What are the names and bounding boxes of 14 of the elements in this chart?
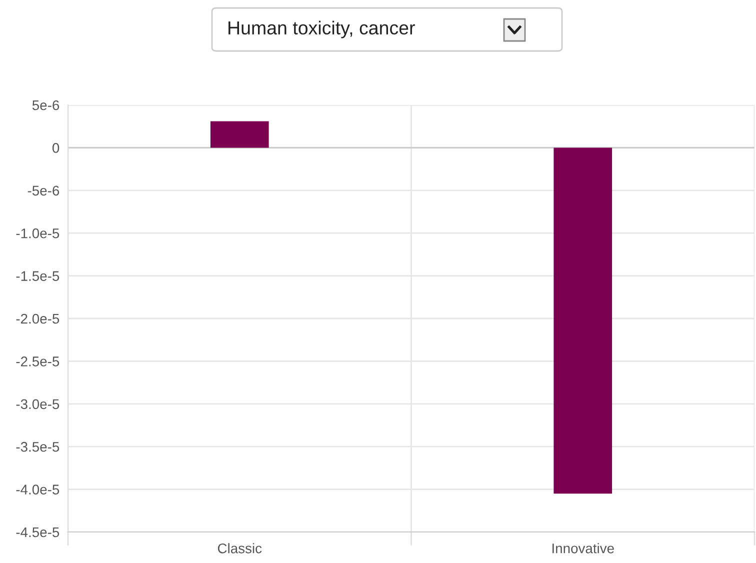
y-tick-label: -4.0e-5 xyxy=(16,484,60,494)
y-tick-label: -5e-6 xyxy=(28,186,60,196)
y-tick-label: -1.0e-5 xyxy=(16,228,60,238)
y-tick-label: 0 xyxy=(52,143,60,153)
y-tick-label: 5e-6 xyxy=(32,100,60,110)
chart-title: Human toxicity, cancer xyxy=(228,20,415,38)
y-tick-label: -3.5e-5 xyxy=(16,442,60,452)
y-tick-label: -2.0e-5 xyxy=(16,314,60,324)
y-tick-label: -1.5e-5 xyxy=(16,271,60,281)
y-tick-label: -2.5e-5 xyxy=(16,356,60,366)
x-tick-label: Classic xyxy=(218,543,262,554)
y-tick-label: -4.5e-5 xyxy=(16,527,60,538)
x-tick-label: Innovative xyxy=(552,543,614,554)
y-tick-label: -3.0e-5 xyxy=(16,399,60,410)
